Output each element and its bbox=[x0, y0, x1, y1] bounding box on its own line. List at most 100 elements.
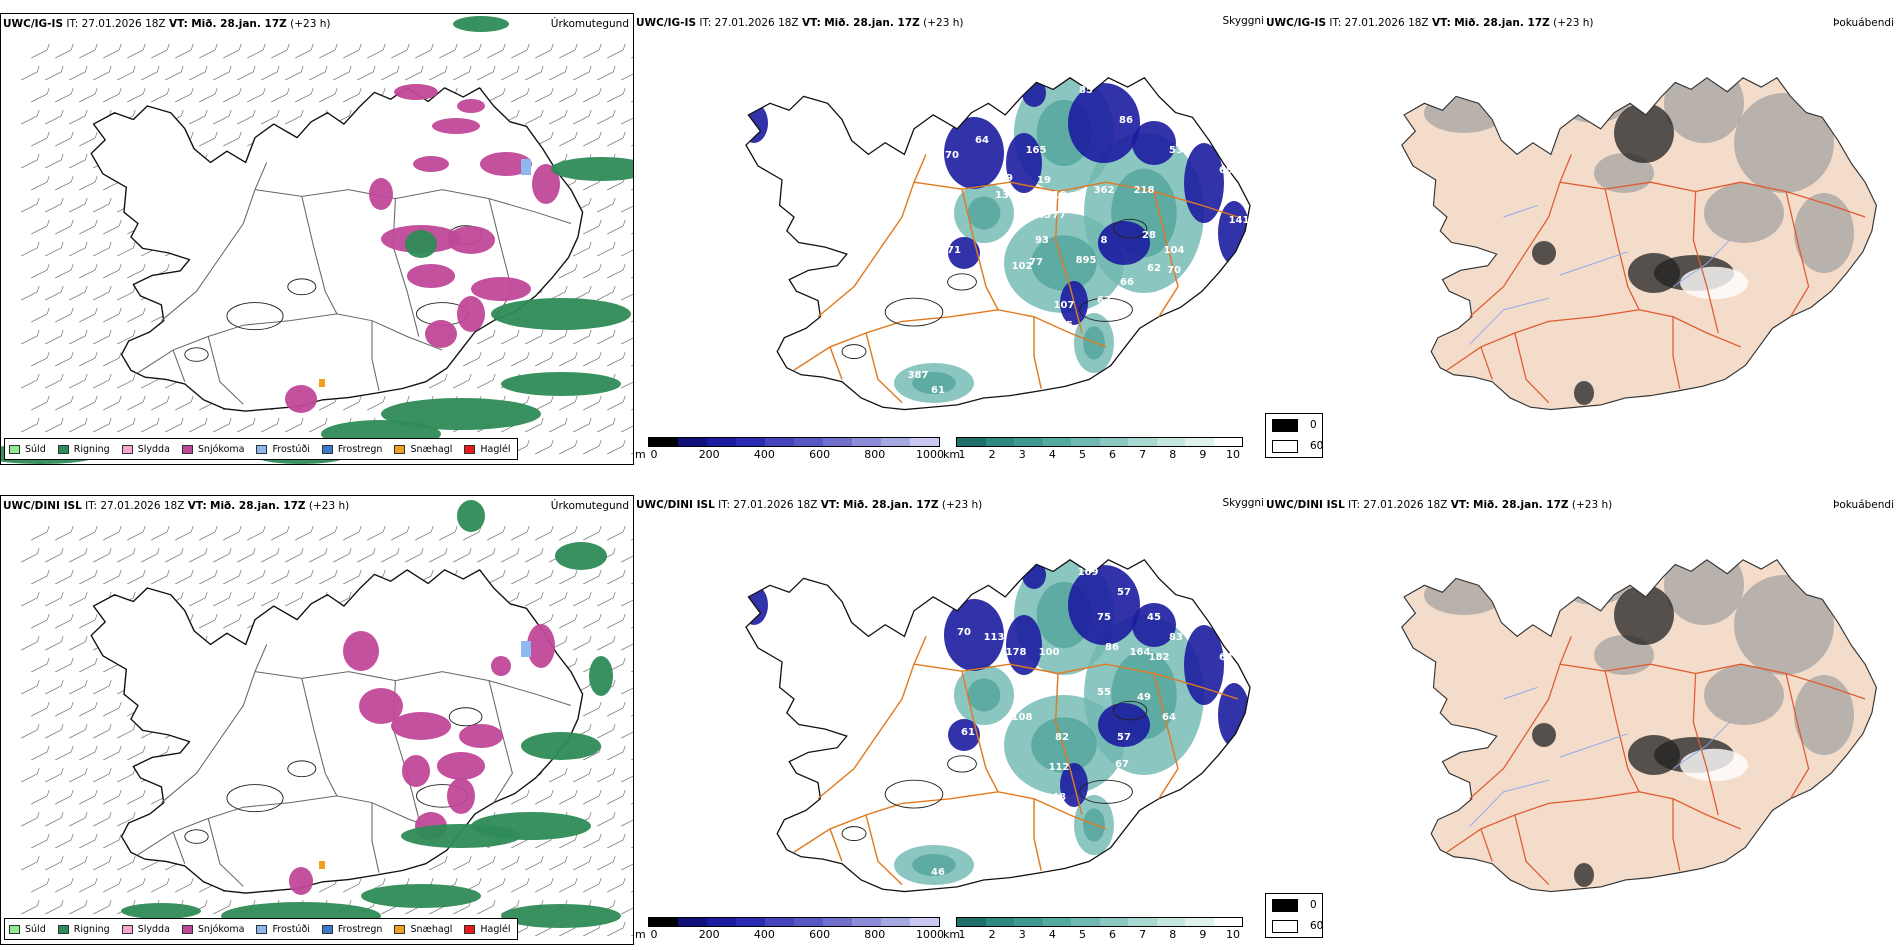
ceiling-colorbar-bottom: m 0 200 400 600 800 1000 bbox=[635, 917, 945, 950]
colorbar-tick-label: 1000 bbox=[916, 448, 944, 461]
precip-legend-item: Súld bbox=[9, 924, 46, 935]
colorbar-tick-label: 5 bbox=[1078, 448, 1086, 461]
colorbar-tick-label: 10 bbox=[1226, 448, 1240, 461]
precip-legend-swatch bbox=[394, 444, 406, 454]
precip-legend-item: Frostregn bbox=[321, 923, 383, 935]
precip-legend-label: Snæhagl bbox=[410, 443, 453, 455]
ceiling-value-label: 55 bbox=[1059, 320, 1073, 331]
colorbar-tick-label: 1000 bbox=[916, 928, 944, 941]
ceiling-value-label: 83 bbox=[1169, 632, 1183, 643]
ceiling-value-label: 53 bbox=[1169, 145, 1183, 156]
colorbar-segment bbox=[881, 918, 910, 926]
ceiling-value-label: 64 bbox=[1219, 652, 1233, 663]
colorbar-segment bbox=[1071, 438, 1100, 446]
fog-map-canvas bbox=[1401, 77, 1877, 411]
precip-legend-swatch bbox=[464, 444, 476, 454]
fog-legend-swatch-60 bbox=[1272, 920, 1298, 933]
fog-legend-label-60: 60 bbox=[1310, 920, 1324, 932]
fog-legend-swatch-0 bbox=[1272, 419, 1298, 432]
ceiling-value-label: 112 bbox=[1049, 762, 1070, 773]
colorbar-ramp bbox=[648, 917, 940, 927]
precip-legend-swatch bbox=[57, 444, 69, 454]
precip-legend-item: Slydda bbox=[121, 923, 170, 935]
ceiling-value-label: 86 bbox=[1105, 642, 1119, 653]
colorbar-tick-label: 4 bbox=[1048, 448, 1056, 461]
colorbar-tick-label: 4 bbox=[1048, 928, 1056, 941]
fog-legend-swatch-0 bbox=[1272, 899, 1298, 912]
colorbar-tick-label: 8 bbox=[1169, 448, 1177, 461]
colorbar-segment bbox=[957, 918, 986, 926]
ceiling-value-label: 28 bbox=[1142, 230, 1156, 241]
visibility-colorbar-top: km 1 2 3 4 5 6 7 8 9 10 bbox=[943, 437, 1248, 465]
precip-title-bottom: Úrkomutegund bbox=[550, 500, 629, 512]
colorbar-segment bbox=[736, 438, 765, 446]
ceiling-value-label: 62 bbox=[1147, 263, 1161, 274]
ceiling-value-label: 70 bbox=[945, 150, 959, 161]
cloud-header-bottom: UWC/DINI ISL IT: 27.01.2026 18Z VT: Mið.… bbox=[636, 499, 983, 511]
colorbar-tick-label: 800 bbox=[864, 928, 886, 941]
ceiling-value-label: 61 bbox=[931, 385, 945, 396]
ceiling-value-label: 55 bbox=[1097, 687, 1111, 698]
colorbar-ramp bbox=[648, 437, 940, 447]
ceiling-value-label: 118 bbox=[1046, 190, 1067, 201]
fog-title-top: Þokuábendi bbox=[1833, 17, 1894, 29]
colorbar-tick-label: 3 bbox=[1018, 448, 1026, 461]
ceiling-value-label: 102 bbox=[1012, 261, 1033, 272]
precip-header-top: UWC/IG-IS IT: 27.01.2026 18Z VT: Mið. 28… bbox=[3, 18, 331, 30]
colorbar-tick-label: 8 bbox=[1169, 928, 1177, 941]
cloud-title-bottom: Skyggni bbox=[1222, 497, 1265, 509]
visibility-colorbar-bottom: km 1 2 3 4 5 6 7 8 9 10 bbox=[943, 917, 1248, 950]
colorbar-segment bbox=[1185, 918, 1214, 926]
precip-map-canvas bbox=[21, 500, 633, 937]
cloud-title-top: Skyggni bbox=[1222, 15, 1265, 27]
precip-legend-top: Súld Rigning Slydda Snjókoma Frostúði Frostre… bbox=[4, 438, 518, 460]
precip-legend-item: Súld bbox=[9, 444, 46, 455]
precip-legend-label: Rigning bbox=[73, 923, 110, 935]
colorbar-unit: m bbox=[635, 928, 646, 941]
colorbar-segment bbox=[1128, 918, 1157, 926]
ceiling-value-label: 63 bbox=[1097, 295, 1111, 306]
precip-type-map-bottom: UWC/DINI ISL IT: 27.01.2026 18Z VT: Mið.… bbox=[0, 495, 634, 945]
ceiling-value-label: 93 bbox=[1035, 235, 1049, 246]
ceiling-value-label: 77 bbox=[1052, 210, 1066, 221]
colorbar-tick-label: 7 bbox=[1139, 448, 1147, 461]
ceiling-colorbar-top: m 0 200 400 600 800 1000 bbox=[635, 437, 945, 465]
precip-legend-item: Frostregn bbox=[321, 443, 383, 455]
precip-legend-swatch bbox=[256, 444, 268, 454]
ceiling-value-label: 13 bbox=[995, 190, 1009, 201]
colorbar-tick-label: 6 bbox=[1109, 448, 1117, 461]
colorbar-tick-label: 400 bbox=[753, 928, 775, 941]
precip-legend-item: Snjókoma bbox=[181, 924, 244, 935]
ceiling-value-label: 236 bbox=[1076, 547, 1097, 558]
precip-legend-swatch bbox=[121, 444, 133, 454]
ceiling-value-label: 387 bbox=[908, 370, 929, 381]
colorbar-tick-label: 600 bbox=[809, 928, 831, 941]
ceiling-value-label: 66 bbox=[1120, 277, 1134, 288]
ceiling-value-label: 113 bbox=[984, 632, 1005, 643]
ceiling-value-label: 57 bbox=[1117, 732, 1131, 743]
precip-legend-swatch bbox=[9, 924, 20, 934]
fog-title-bottom: Þokuábendi bbox=[1833, 499, 1894, 511]
ceiling-value-label: 75 bbox=[1025, 692, 1039, 703]
colorbar-segment bbox=[881, 438, 910, 446]
precip-legend-label: Frostúði bbox=[272, 923, 310, 935]
colorbar-segment bbox=[910, 918, 939, 926]
precip-legend-label: Frostregn bbox=[337, 923, 383, 935]
precip-legend-label: Súld bbox=[25, 923, 46, 935]
ceiling-value-label: 71 bbox=[947, 245, 961, 256]
colorbar-segment bbox=[1042, 438, 1071, 446]
colorbar-segment bbox=[794, 438, 823, 446]
colorbar-segment bbox=[736, 918, 765, 926]
precip-legend-label: Frostregn bbox=[337, 443, 383, 455]
ceiling-value-label: 100 bbox=[1039, 647, 1060, 658]
precip-legend-label: Slydda bbox=[137, 923, 170, 935]
precip-legend-swatch bbox=[181, 924, 193, 934]
colorbar-segment bbox=[765, 918, 794, 926]
precip-header-bottom: UWC/DINI ISL IT: 27.01.2026 18Z VT: Mið.… bbox=[3, 500, 350, 512]
colorbar-segment bbox=[1213, 918, 1242, 926]
colorbar-tick-label: 7 bbox=[1139, 928, 1147, 941]
colorbar-segment bbox=[707, 918, 736, 926]
colorbar-tick-label: 1 bbox=[958, 448, 966, 461]
precip-legend-label: Snjókoma bbox=[197, 443, 245, 455]
precip-type-map-top: UWC/IG-IS IT: 27.01.2026 18Z VT: Mið. 28… bbox=[0, 13, 634, 465]
